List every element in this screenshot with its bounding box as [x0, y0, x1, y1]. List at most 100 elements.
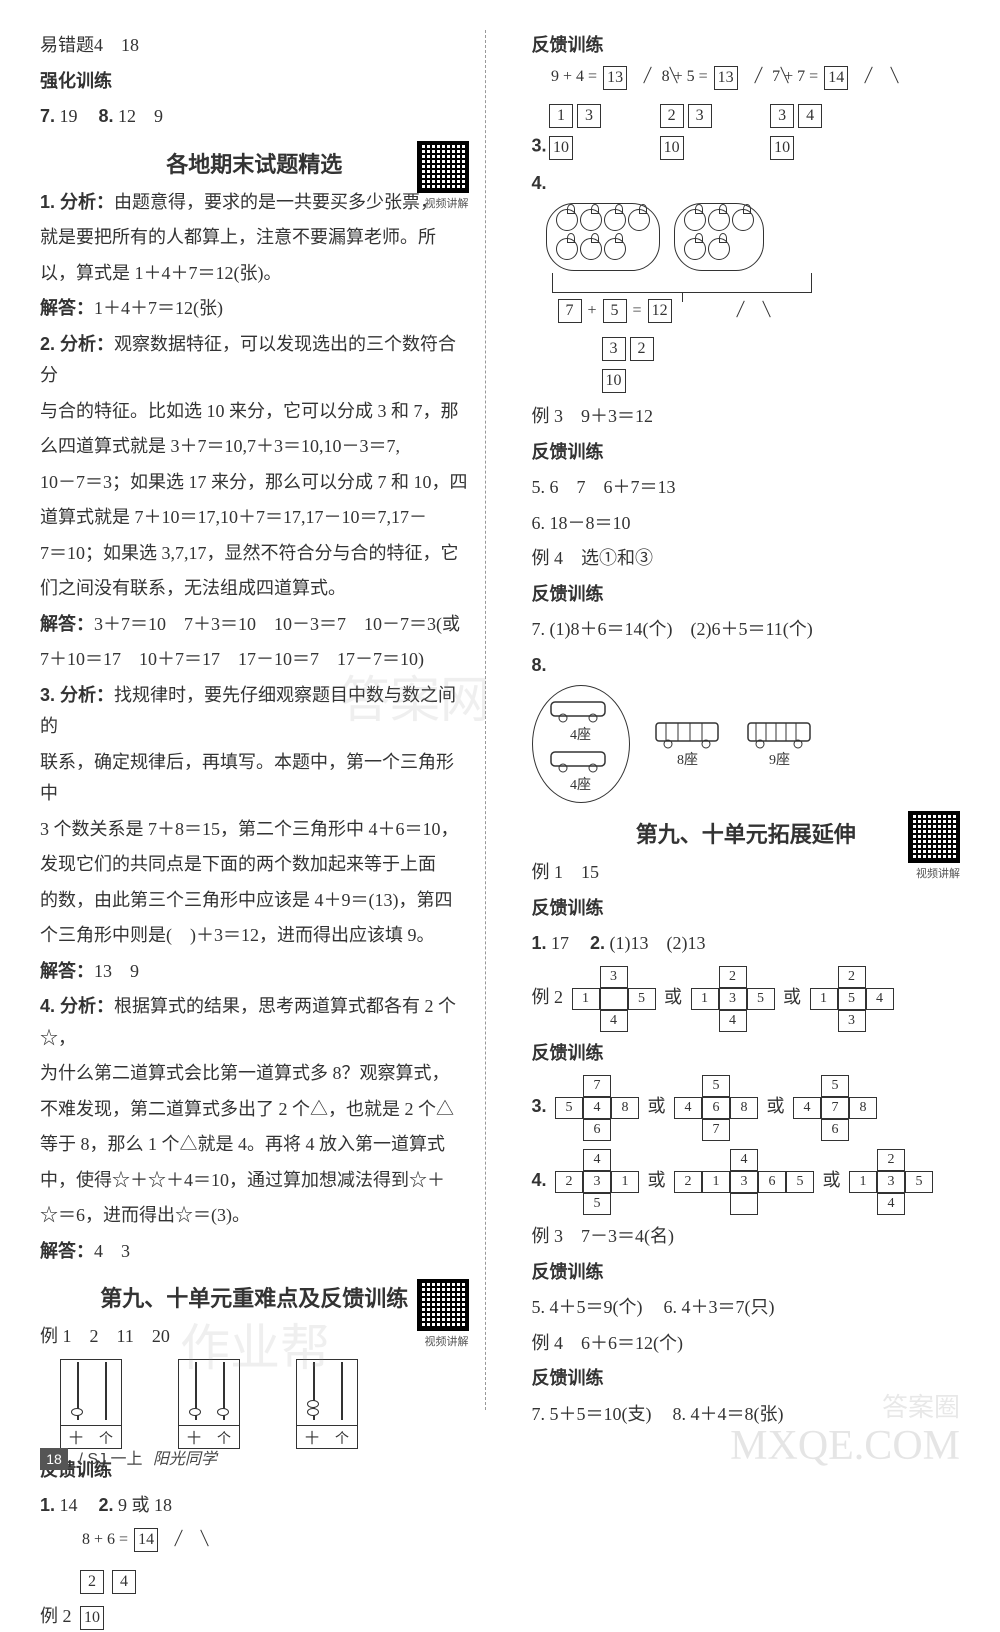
answer: 解答：1＋4＋7＝12(张): [40, 293, 469, 325]
example: 例 2 3 15 4 或 2 135 4 或 2 154 3: [532, 964, 961, 1034]
cross-table: 2 154 3: [810, 966, 894, 1032]
feedback-title: 反馈训练: [532, 1257, 961, 1289]
feedback-title: 反馈训练: [532, 30, 961, 62]
analysis: 等于 8，那么 1 个△就是 4。再将 4 放入第一道算式: [40, 1129, 469, 1161]
car-icon: [547, 694, 615, 724]
qr-icon: [417, 141, 469, 193]
val: (1)13 (2)13: [610, 933, 706, 953]
footer-tag: / SJ 一上: [78, 1451, 142, 1468]
left-column: 易错题4 18 强化训练 7. 19 8. 12 9 各地期末试题精选 视频讲解…: [40, 30, 486, 1410]
label: 8座: [677, 749, 698, 769]
text: 强化训练: [40, 66, 469, 98]
section-title: 第九、十单元重难点及反馈训练: [40, 1281, 469, 1313]
text: 7. 19 8. 12 9: [40, 101, 469, 133]
page-number: 18: [40, 1448, 68, 1470]
qr-icon: [417, 1279, 469, 1331]
text: 7. (1)8＋6＝14(个) (2)6＋5＝11(个): [532, 614, 961, 646]
result-box: 14: [134, 1528, 158, 1552]
num: 4.: [532, 168, 961, 200]
cross-table: 2 135 4: [691, 966, 775, 1032]
analysis: 为什么第二道算式会比第一道算式多 8？观察算式，: [40, 1058, 469, 1090]
analysis: 1. 分析：1. 分析：由题意得，要求的是一共要买多少张票，由题意得，要求的是一…: [40, 187, 469, 219]
cross-table: 3 15 4: [572, 966, 656, 1032]
qr-icon: [908, 811, 960, 863]
or-label: 或: [823, 1170, 841, 1190]
analysis: 2. 分析：观察数据特征，可以发现选出的三个数符合分: [40, 329, 469, 392]
num: 8.: [532, 650, 961, 682]
watermark: MXQE.COM: [730, 1422, 960, 1470]
decomposition: 8 + 6 = 14 2 4 10: [82, 1526, 168, 1632]
val: 8. 4＋4＝8(张): [673, 1404, 784, 1424]
analysis: 以，算式是 1＋4＋7＝12(张)。: [40, 258, 469, 290]
abacus-row: 十个 十个 十个: [60, 1359, 469, 1449]
circle-group: 4座 4座: [532, 685, 630, 803]
val: 17: [551, 933, 569, 953]
text: 6. 18－8＝10: [532, 508, 961, 540]
analysis: 与合的特征。比如选 10 来分，它可以分成 3 和 7，那: [40, 396, 469, 428]
feedback-title: 反馈训练: [532, 437, 961, 469]
section-title: 各地期末试题精选: [40, 147, 469, 179]
vehicle: 4座: [547, 744, 615, 794]
vehicle-row: 4座 4座 8座 9座: [532, 685, 961, 803]
num: 3.: [532, 1096, 547, 1116]
feedback-title: 反馈训练: [532, 1038, 961, 1070]
analysis: ☆＝6，进而得出☆＝(3)。: [40, 1200, 469, 1232]
num: 4.: [532, 1170, 547, 1190]
val: 7. 5＋5＝10(支): [532, 1404, 652, 1424]
analysis: 们之间没有联系，无法组成四道算式。: [40, 573, 469, 605]
num: 7.: [40, 106, 55, 126]
vehicle: 4座: [547, 694, 615, 744]
val: 6. 4＋3＝7(只): [664, 1297, 775, 1317]
or-label: 或: [783, 987, 801, 1007]
example: 例 3 7－3＝4(名): [532, 1221, 961, 1253]
cross-table: 4 21365: [674, 1149, 814, 1215]
text: 易错题4 18: [40, 30, 469, 62]
val: 9 或 18: [118, 1495, 172, 1515]
vehicle: 9座: [746, 719, 814, 769]
num: 3.: [532, 135, 547, 155]
text: 3. 7 548 6 或 5 468 7 或 5 478 6: [532, 1073, 961, 1143]
apple-group: [546, 203, 660, 271]
cross-table: 4 231 5: [555, 1149, 639, 1215]
analysis: 个三角形中则是( )＋3＝12，进而得出应该填 9。: [40, 920, 469, 952]
analysis: 的数，由此第三个三角形中应该是 4＋9＝(13)，第四: [40, 885, 469, 917]
n: 6: [107, 1531, 115, 1548]
text: 1. 17 2. (1)13 (2)13: [532, 928, 961, 960]
analysis: 中，使得☆＋☆＋4＝10，通过算加想减法得到☆＋: [40, 1165, 469, 1197]
num: 1.: [532, 933, 547, 953]
cross-table: 2 135 4: [849, 1149, 933, 1215]
num: 2.: [99, 1495, 114, 1515]
or-label: 或: [648, 1170, 666, 1190]
answer: 7＋10＝17 10＋7＝17 17－10＝7 17－7＝10): [40, 644, 469, 676]
analysis: 10－7＝3；如果选 17 来分，那么可以分成 7 和 10，四: [40, 467, 469, 499]
or-label: 或: [664, 987, 682, 1007]
example: 例 1 15: [532, 857, 961, 889]
answer: 解答：13 9: [40, 956, 469, 988]
or-label: 或: [767, 1096, 785, 1116]
qr-label: 视频讲解: [425, 195, 469, 211]
analysis: 3. 分析：找规律时，要先仔细观察题目中数与数之间的: [40, 680, 469, 743]
text: 4. 4 231 5 或 4 21365 或 2 135 4: [532, 1147, 961, 1217]
cross-table: 5 468 7: [674, 1075, 758, 1141]
text: 1. 14 2. 9 或 18: [40, 1490, 469, 1522]
text: 5. 4＋5＝9(个) 6. 4＋3＝7(只): [532, 1292, 961, 1324]
num: 8.: [99, 106, 114, 126]
bus-icon: [654, 719, 722, 749]
analysis: 发现它们的共同点是下面的两个数加起来等于上面: [40, 849, 469, 881]
decomposition: 7 + 7 = 14 34 10: [772, 66, 858, 160]
label: 4座: [570, 724, 591, 744]
answer: 解答：3＋7＝10 7＋3＝10 10－3＝7 10－7＝3(或: [40, 609, 469, 641]
or-label: 或: [648, 1096, 666, 1116]
q3: 3. 9 + 4 = 13 13 10 8 + 5 = 13 23 10 7 +…: [532, 66, 961, 160]
watermark: 答案圈: [882, 1387, 960, 1424]
val: 14: [60, 1495, 78, 1515]
qr-label: 视频讲解: [425, 1333, 469, 1349]
cross-table: 7 548 6: [555, 1075, 639, 1141]
bracket-icon: [552, 273, 812, 293]
page-footer: 18 / SJ 一上 阳光同学: [40, 1445, 217, 1470]
cross-table: 5 478 6: [793, 1075, 877, 1141]
label: 个: [335, 1428, 349, 1448]
eq: =: [119, 1531, 128, 1548]
vehicle: 8座: [654, 719, 722, 769]
split-box: 4: [112, 1570, 136, 1594]
